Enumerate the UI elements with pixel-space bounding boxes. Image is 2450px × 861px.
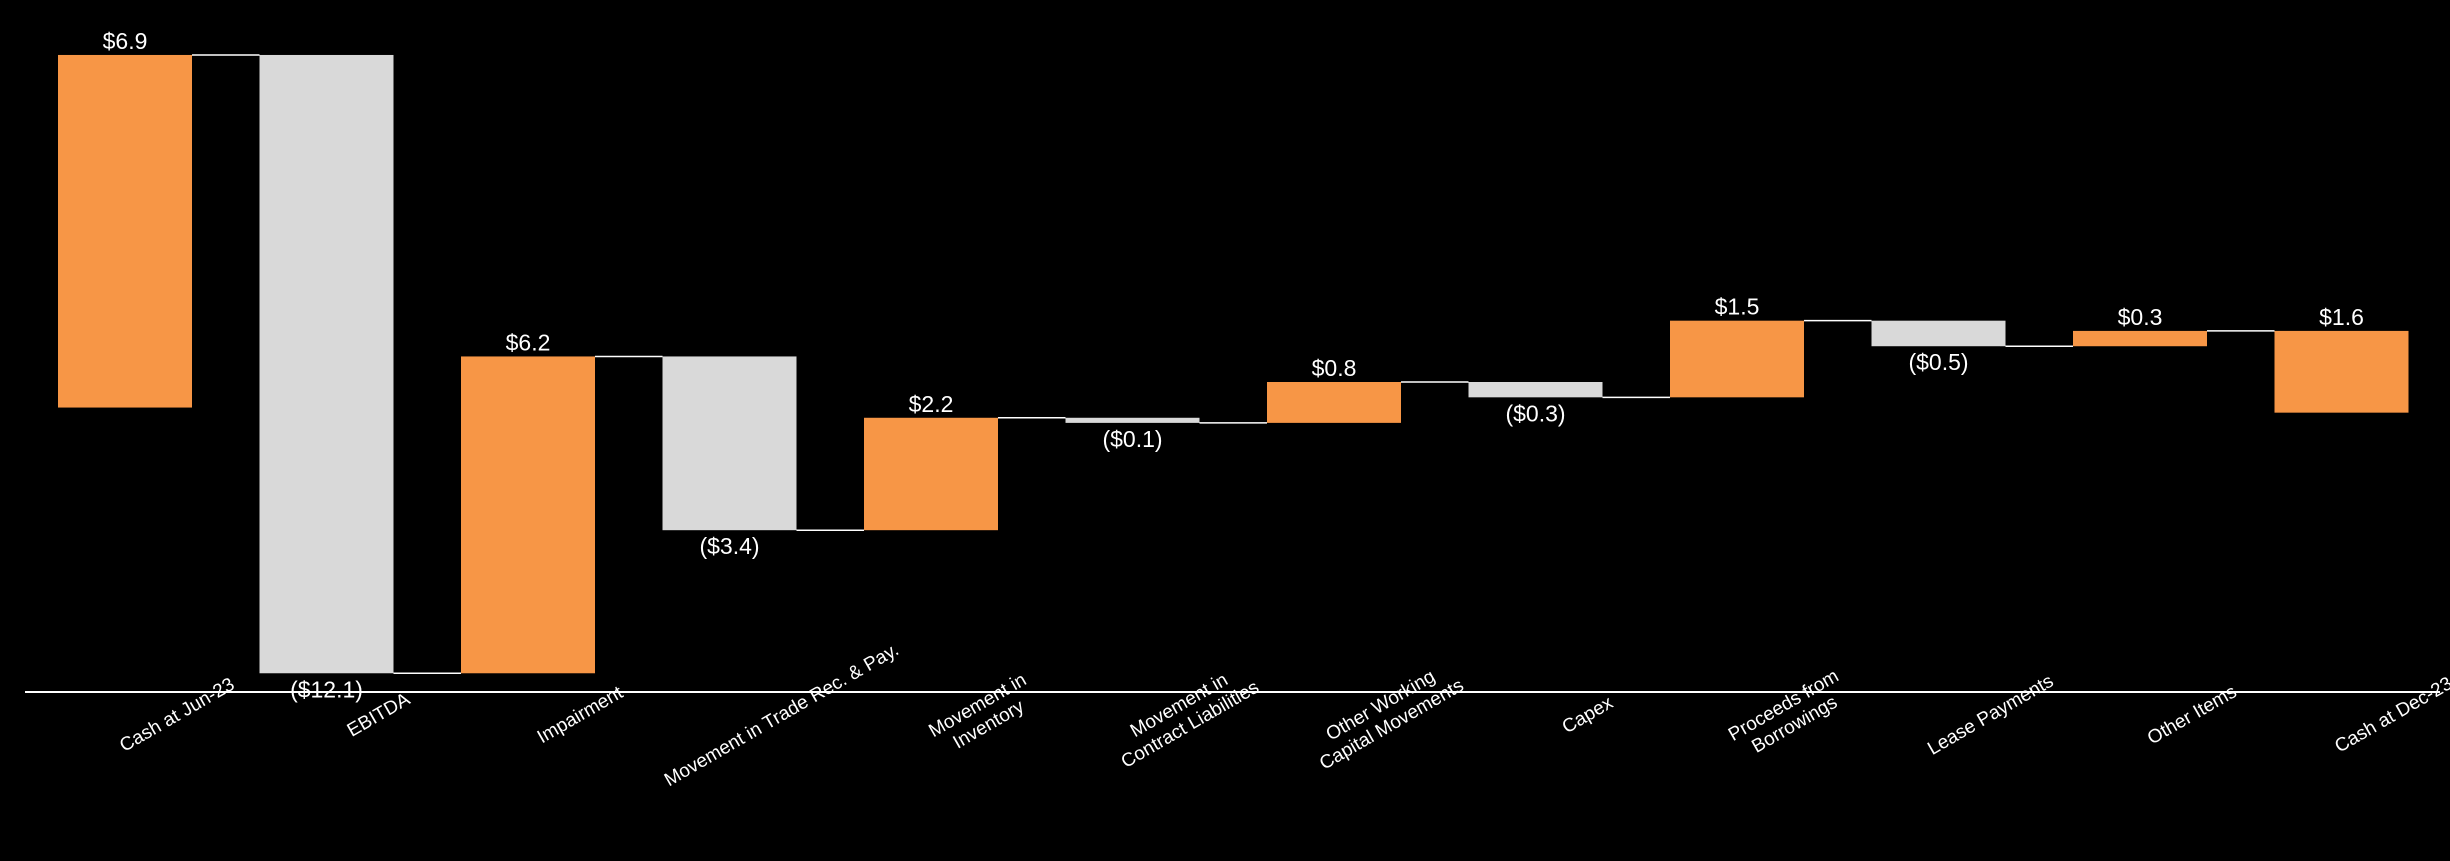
value-label-10: $0.3 [2118, 304, 2163, 330]
value-label-4: $2.2 [909, 391, 954, 417]
bar-0 [58, 54, 192, 408]
tick-label-0: Cash at Jun-23 [116, 674, 238, 757]
tick-label-9: Lease Payments [1924, 671, 2057, 760]
tick-label-7: Capex [1559, 692, 1617, 738]
bar-5 [1065, 417, 1200, 423]
tick-label-8: Proceeds fromBorrowings [1725, 666, 1853, 765]
value-label-8: $1.5 [1715, 294, 1760, 320]
value-label-5: ($0.1) [1102, 426, 1162, 452]
tick-label-5: Movement inContract Liabilities [1107, 658, 1263, 773]
bar-8 [1670, 320, 1804, 398]
bar-6 [1267, 382, 1401, 423]
bar-10 [2073, 330, 2207, 347]
value-label-7: ($0.3) [1505, 400, 1565, 426]
bar-9 [1871, 320, 2006, 347]
bar-7 [1468, 382, 1603, 398]
tick-label-3: Movement in Trade Rec. & Pay. [661, 639, 903, 791]
tick-label-4: Movement inInventory [925, 669, 1041, 761]
value-label-6: $0.8 [1312, 355, 1357, 381]
bars-layer [58, 54, 2409, 674]
bar-3 [662, 356, 797, 531]
bar-1 [259, 54, 394, 674]
value-label-11: $1.6 [2319, 304, 2364, 330]
connectors-layer [192, 54, 2275, 675]
value-labels-layer: $6.9 ($12.1) $6.2 ($3.4) $2.2 ($0.1) $0.8 ($0.3… [103, 28, 2364, 702]
value-label-3: ($3.4) [699, 533, 759, 559]
value-label-0: $6.9 [103, 28, 148, 54]
bar-4 [864, 417, 998, 531]
value-label-1: ($12.1) [290, 676, 363, 702]
value-label-9: ($0.5) [1908, 349, 1968, 375]
tick-label-11: Cash at Dec-23 [2331, 673, 2450, 757]
bar-2 [461, 356, 595, 674]
bar-11 [2274, 330, 2409, 413]
value-label-2: $6.2 [506, 329, 551, 355]
tick-label-6: Other WorkingCapital Movements [1305, 656, 1467, 775]
